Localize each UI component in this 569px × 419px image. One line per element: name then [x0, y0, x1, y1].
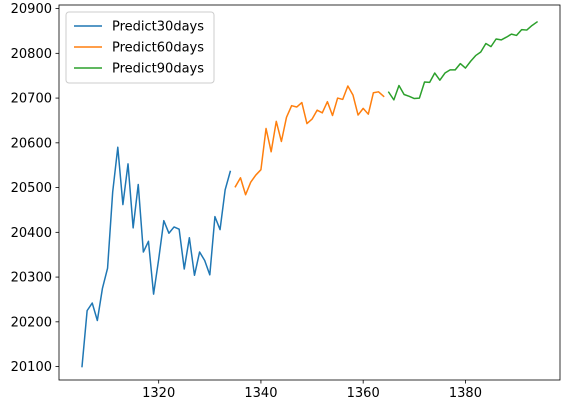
series-layer [81, 20, 539, 368]
y-tick-label: 20800 [11, 47, 52, 62]
legend: Predict30days Predict60days Predict90days [65, 11, 215, 84]
x-axis: 1320 1340 1360 1380 [142, 380, 482, 401]
y-axis: 20100 20200 20300 20400 20500 20600 20700 20800… [11, 2, 59, 375]
y-tick-label: 20100 [11, 360, 52, 375]
axes-frame [58, 4, 561, 381]
y-tick-label: 20400 [11, 226, 52, 241]
legend-label-3: Predict90days [112, 62, 204, 77]
y-tick-label: 20500 [11, 181, 52, 196]
x-tick-label: 1360 [347, 386, 380, 401]
x-tick-label: 1320 [142, 386, 175, 401]
y-tick-label: 20300 [11, 271, 52, 286]
series-line-1 [81, 146, 232, 368]
y-tick-label: 20200 [11, 315, 52, 330]
y-tick-label: 20600 [11, 136, 52, 151]
legend-label-1: Predict30days [112, 20, 204, 35]
series-line-3 [387, 20, 539, 101]
legend-label-2: Predict60days [112, 41, 204, 56]
series-line-2 [234, 85, 385, 196]
legend-box [65, 11, 215, 84]
y-tick-label: 20700 [11, 92, 52, 107]
y-tick-label: 20900 [11, 2, 52, 17]
x-tick-label: 1380 [449, 386, 482, 401]
x-tick-label: 1340 [244, 386, 277, 401]
